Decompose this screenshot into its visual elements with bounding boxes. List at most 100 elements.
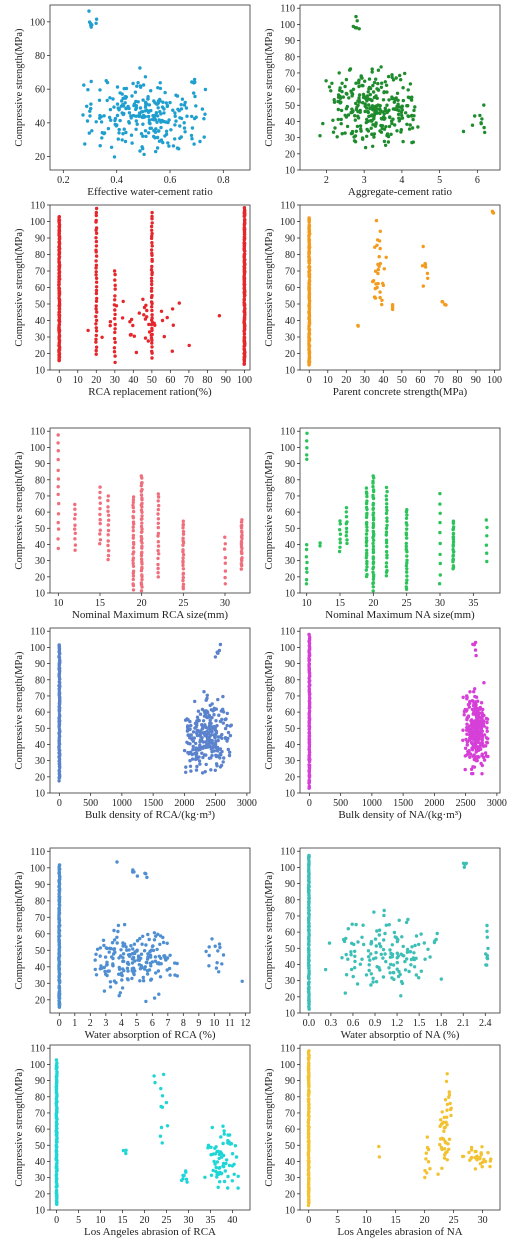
data-point — [120, 316, 125, 320]
data-point — [399, 994, 403, 998]
data-point — [331, 118, 335, 123]
data-point — [426, 1160, 431, 1164]
data-point — [165, 1124, 170, 1128]
data-point — [54, 1188, 59, 1193]
data-point — [318, 134, 322, 138]
data-point — [113, 322, 117, 327]
data-point — [339, 122, 343, 126]
x-tick-label: 5 — [335, 1215, 340, 1226]
data-point — [307, 753, 312, 757]
data-point — [365, 559, 369, 564]
x-tick-label: 10 — [302, 598, 312, 609]
data-point — [419, 932, 423, 936]
data-point — [217, 1156, 221, 1161]
data-point — [213, 734, 217, 739]
data-point — [378, 246, 382, 251]
data-point — [159, 120, 163, 124]
x-tick-label: 0 — [57, 1018, 62, 1029]
data-point — [413, 105, 417, 109]
x-tick-label: 60 — [415, 375, 425, 386]
y-tick-label: 90 — [35, 459, 45, 470]
data-point — [403, 71, 407, 76]
data-point — [350, 110, 354, 115]
y-tick-label: 20 — [285, 1189, 295, 1200]
x-tick-label: 5 — [76, 1215, 81, 1226]
data-point — [106, 539, 110, 543]
data-point — [154, 111, 159, 115]
data-point — [89, 79, 93, 84]
data-point — [223, 569, 228, 573]
data-point — [229, 723, 233, 727]
data-point — [356, 103, 360, 108]
data-point — [307, 335, 311, 340]
data-point — [189, 769, 193, 773]
data-point — [141, 934, 145, 938]
data-point — [307, 632, 311, 637]
data-point — [138, 936, 142, 941]
data-point — [219, 1172, 223, 1176]
data-point — [150, 214, 154, 219]
data-point — [193, 699, 197, 704]
data-point — [468, 733, 472, 737]
data-point — [477, 725, 482, 730]
x-tick-label: 20 — [140, 1215, 150, 1226]
data-point — [186, 733, 190, 737]
data-point — [107, 518, 111, 522]
data-point — [217, 1152, 222, 1157]
data-point — [344, 534, 348, 538]
data-point — [424, 1157, 428, 1161]
data-point — [340, 132, 344, 136]
data-point — [179, 103, 183, 107]
data-point — [485, 525, 489, 530]
data-point — [451, 525, 456, 529]
data-point — [103, 955, 108, 959]
data-point — [307, 331, 311, 335]
data-point — [358, 110, 362, 114]
data-point — [216, 651, 220, 655]
data-point — [397, 119, 401, 123]
data-point — [207, 964, 211, 968]
y-tick-label: 80 — [35, 896, 45, 907]
data-point — [184, 1170, 188, 1174]
y-tick-label: 30 — [285, 133, 295, 144]
y-tick-label: 10 — [285, 366, 295, 377]
data-point — [242, 240, 246, 245]
data-point — [195, 719, 199, 723]
data-point — [156, 566, 160, 571]
data-point — [202, 709, 206, 713]
data-point — [94, 299, 99, 303]
data-point — [223, 726, 228, 731]
data-point — [150, 944, 155, 949]
data-point — [388, 115, 392, 119]
y-tick-label: 110 — [280, 4, 295, 15]
data-point — [131, 588, 136, 592]
data-point — [131, 947, 135, 951]
data-point — [165, 941, 169, 945]
data-point — [58, 683, 62, 688]
y-tick-label: 60 — [285, 508, 295, 519]
data-point — [307, 216, 311, 220]
data-point — [99, 115, 103, 119]
data-point — [239, 539, 244, 544]
data-point — [188, 759, 192, 763]
data-point — [394, 76, 398, 80]
data-point — [190, 126, 195, 130]
data-point — [208, 729, 213, 733]
data-point — [408, 82, 413, 86]
data-point — [385, 523, 389, 528]
data-point — [106, 557, 110, 562]
data-point — [207, 756, 212, 760]
data-point — [206, 736, 210, 740]
data-point — [379, 123, 383, 128]
data-point — [242, 225, 246, 230]
data-point — [307, 254, 311, 258]
data-point — [405, 957, 409, 961]
y-tick-label: 50 — [285, 1141, 295, 1152]
data-point — [221, 1124, 225, 1128]
data-point — [212, 749, 216, 753]
y-axis-label: Compressive strength(MPa) — [14, 451, 25, 570]
x-tick-label: 50 — [147, 375, 157, 386]
data-point — [227, 1163, 232, 1168]
data-point — [54, 1143, 59, 1148]
x-tick-label: 12 — [240, 1018, 250, 1029]
